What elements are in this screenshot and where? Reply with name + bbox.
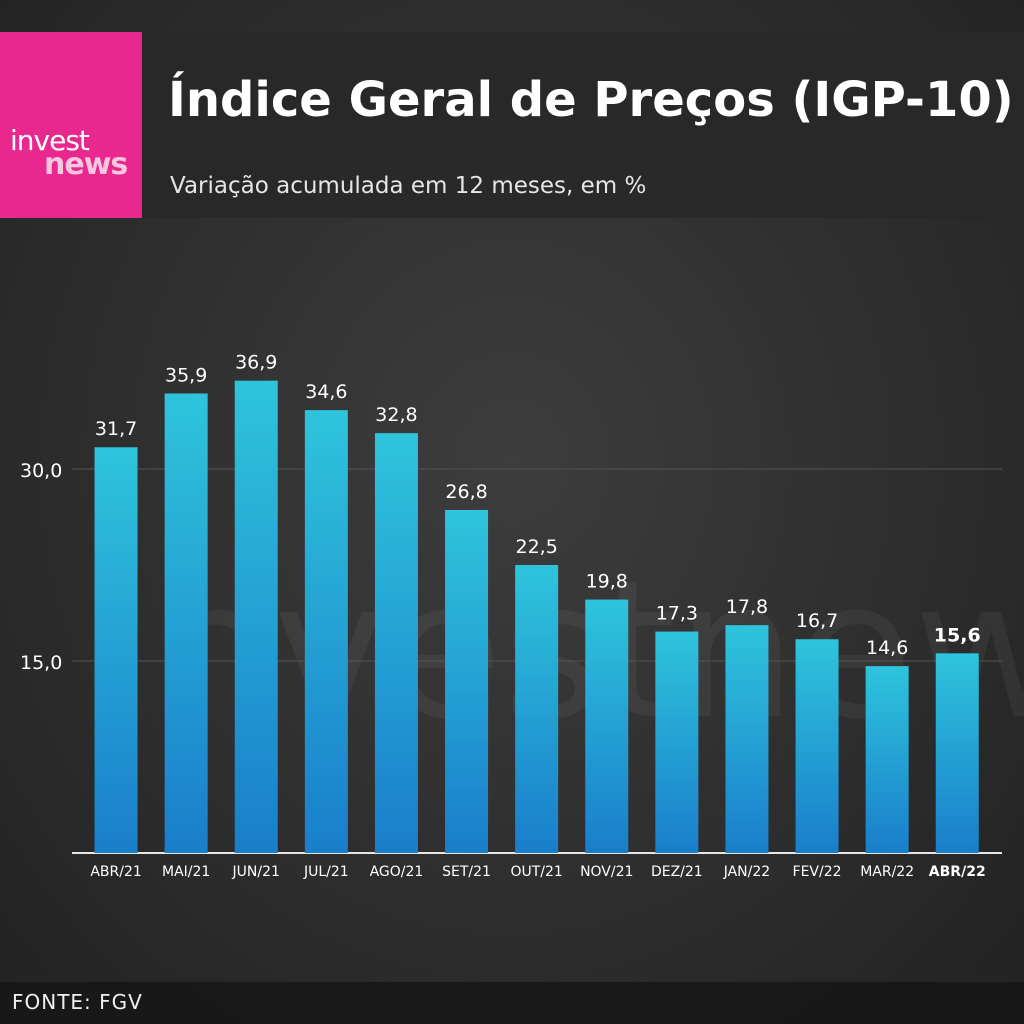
x-tick-label: ABR/22 <box>929 864 986 880</box>
bar <box>655 631 699 853</box>
x-tick-label: JUL/21 <box>303 864 349 880</box>
bar <box>515 565 559 853</box>
logo-text-news: news <box>44 147 128 182</box>
bar <box>164 393 208 853</box>
data-label: 17,3 <box>656 603 698 625</box>
data-label: 15,6 <box>934 624 981 646</box>
bar <box>865 666 909 853</box>
bar <box>725 625 769 853</box>
bar <box>94 447 138 853</box>
x-tick-label: SET/21 <box>442 864 491 880</box>
data-label: 31,7 <box>95 418 137 440</box>
x-tick-label: AGO/21 <box>370 864 424 880</box>
x-tick-label: DEZ/21 <box>651 864 703 880</box>
chart-subtitle: Variação acumulada em 12 meses, em % <box>170 173 647 199</box>
data-label: 32,8 <box>375 404 417 426</box>
data-label: 35,9 <box>165 364 207 386</box>
investnews-logo: invest news <box>0 32 142 218</box>
footer-bar <box>0 982 1024 1024</box>
x-tick-label: NOV/21 <box>580 864 633 880</box>
x-tick-label: JAN/22 <box>723 864 770 880</box>
x-tick-label: ABR/21 <box>90 864 141 880</box>
bar <box>585 599 629 853</box>
x-tick-label: JUN/21 <box>232 864 280 880</box>
data-label: 14,6 <box>866 637 908 659</box>
header-bar <box>0 32 1024 218</box>
bar <box>795 639 839 853</box>
x-tick-label: MAR/22 <box>860 864 914 880</box>
bar <box>445 509 489 853</box>
y-tick-label: 15,0 <box>20 652 62 674</box>
source-label: FONTE: FGV <box>12 990 143 1014</box>
x-tick-label: OUT/21 <box>510 864 562 880</box>
data-label: 26,8 <box>445 481 487 503</box>
bar <box>374 433 418 853</box>
data-label: 16,7 <box>796 610 838 632</box>
data-label: 17,8 <box>726 596 768 618</box>
data-label: 36,9 <box>235 352 277 374</box>
chart-title: Índice Geral de Preços (IGP-10) <box>168 72 1014 128</box>
data-label: 19,8 <box>586 571 628 593</box>
x-tick-label: MAI/21 <box>162 864 210 880</box>
bar <box>935 653 979 853</box>
y-tick-label: 30,0 <box>20 460 62 482</box>
bar <box>234 380 278 853</box>
bar <box>304 410 348 853</box>
data-label: 22,5 <box>515 536 557 558</box>
logo-text-invest: invest <box>10 124 90 157</box>
x-tick-label: FEV/22 <box>793 864 842 880</box>
data-label: 34,6 <box>305 381 347 403</box>
